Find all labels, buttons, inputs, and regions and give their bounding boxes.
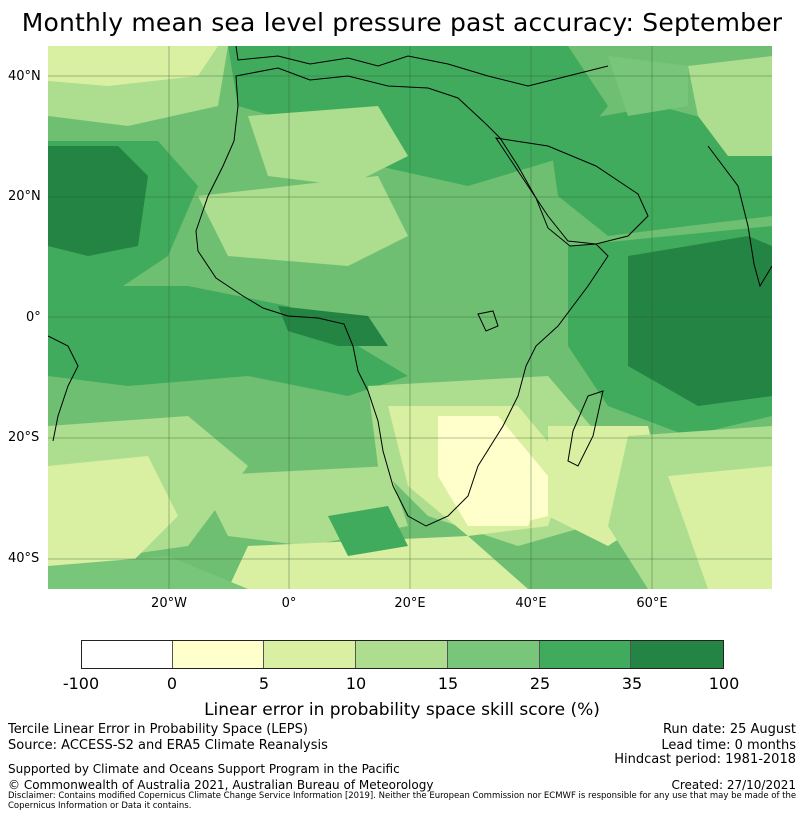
footer-run-date: Run date: 25 August bbox=[662, 722, 796, 737]
skill-region-mid bbox=[48, 556, 248, 589]
lat-label-40n: 40°N bbox=[8, 69, 41, 84]
footer-source: Source: ACCESS-S2 and ERA5 Climate Reana… bbox=[8, 738, 328, 753]
arabia-coastline bbox=[494, 137, 649, 245]
lon-label-20w: 20°W bbox=[151, 596, 187, 611]
footer-disclaimer: Disclaimer: Contains modified Copernicus… bbox=[8, 791, 797, 811]
lake-victoria bbox=[477, 310, 499, 332]
coastlines bbox=[48, 46, 772, 527]
skill-region-lighter bbox=[488, 476, 548, 526]
colorbar-tick: 10 bbox=[345, 674, 367, 693]
skill-region-light bbox=[668, 466, 772, 589]
south-america-coastline bbox=[48, 335, 79, 442]
colorbar-segment bbox=[82, 641, 173, 668]
colorbar-tick: 0 bbox=[166, 674, 178, 693]
africa-coastline bbox=[195, 67, 609, 527]
colorbar-label: Linear error in probability space skill … bbox=[204, 700, 600, 720]
lat-label-40s: 40°S bbox=[8, 551, 40, 566]
footer-method: Tercile Linear Error in Probability Spac… bbox=[8, 722, 308, 737]
footer-support: Supported by Climate and Oceans Support … bbox=[8, 762, 400, 776]
skill-region-darkest bbox=[48, 146, 148, 256]
colorbar-segment bbox=[539, 641, 632, 668]
lat-label-20n: 20°N bbox=[8, 189, 41, 204]
lon-label-0: 0° bbox=[281, 596, 297, 611]
lon-label-40e: 40°E bbox=[515, 596, 547, 611]
madagascar-coastline bbox=[567, 390, 604, 467]
footer-created: Created: 27/10/2021 bbox=[671, 778, 796, 792]
colorbar-segment bbox=[264, 641, 357, 668]
lat-label-equator: 0° bbox=[26, 310, 41, 325]
map-title: Monthly mean sea level pressure past acc… bbox=[21, 8, 783, 37]
skill-region-mid bbox=[608, 56, 688, 116]
europe-coastline bbox=[235, 46, 609, 87]
skill-region-mid bbox=[248, 106, 408, 186]
footer-copyright: © Commonwealth of Australia 2021, Austra… bbox=[8, 778, 434, 792]
colorbar-tick: 100 bbox=[708, 674, 740, 693]
lon-label-60e: 60°E bbox=[636, 596, 668, 611]
colorbar-tick: -100 bbox=[62, 674, 100, 693]
skill-region-dark bbox=[328, 506, 408, 556]
skill-region-light bbox=[228, 536, 528, 589]
skill-region-light bbox=[48, 456, 178, 576]
footer-hindcast-period: Hindcast period: 1981-2018 bbox=[614, 752, 796, 767]
footer-lead-time: Lead time: 0 months bbox=[661, 738, 796, 753]
map-svg bbox=[48, 46, 772, 589]
colorbar-tick: 35 bbox=[621, 674, 643, 693]
colorbar-tick: 5 bbox=[258, 674, 270, 693]
lat-label-20s: 20°S bbox=[8, 430, 40, 445]
skill-region-mid bbox=[198, 176, 408, 266]
colorbar-tick: 15 bbox=[437, 674, 459, 693]
colorbar-segment bbox=[631, 641, 724, 668]
colorbar-segment bbox=[172, 641, 265, 668]
skill-region-darkest bbox=[278, 306, 388, 346]
colorbar-segment bbox=[356, 641, 448, 668]
colorbar-tick: 25 bbox=[529, 674, 551, 693]
skill-region-mid bbox=[688, 56, 772, 156]
skill-score-map bbox=[48, 46, 772, 589]
graticule bbox=[48, 46, 772, 589]
skill-region-dark bbox=[228, 46, 608, 186]
skill-region-dark bbox=[48, 286, 408, 396]
india-coastline bbox=[707, 145, 772, 288]
lon-label-20e: 20°E bbox=[394, 596, 426, 611]
skill-region-darkest bbox=[628, 236, 772, 406]
colorbar-segment bbox=[447, 641, 540, 668]
colorbar bbox=[81, 640, 724, 669]
